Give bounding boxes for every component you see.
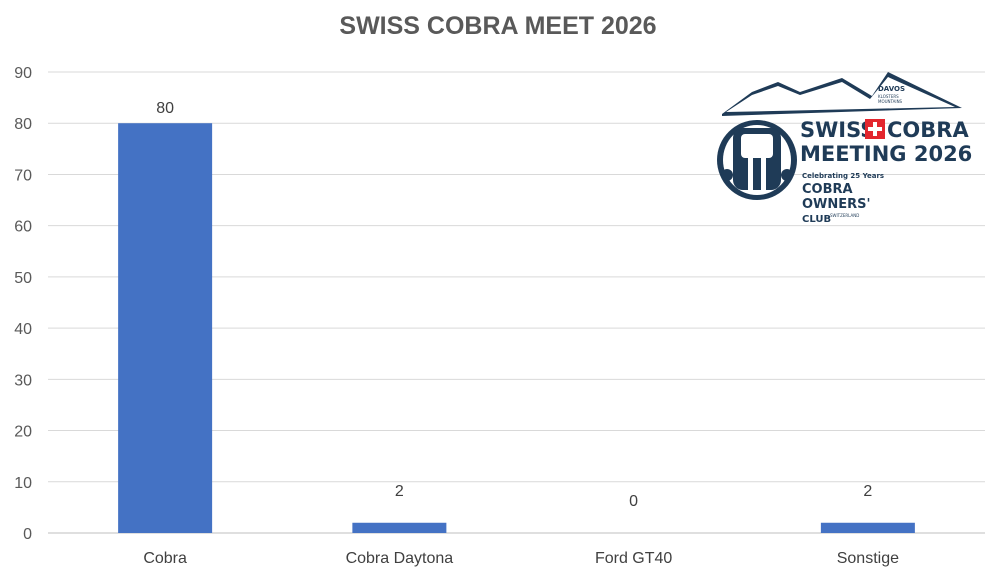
x-category-label: Cobra Daytona — [346, 550, 454, 567]
y-tick-label: 0 — [23, 526, 32, 543]
logo-club-country: SWITZERLAND — [830, 213, 859, 218]
logo-line2: MEETING 2026 — [800, 142, 972, 166]
bars — [118, 123, 915, 533]
x-category-label: Sonstige — [837, 550, 899, 567]
bar — [352, 522, 447, 533]
logo-club-line2: OWNERS' — [802, 197, 871, 212]
bar-data-label: 2 — [863, 483, 872, 500]
x-axis-categories: Cobra Cobra Daytona Ford GT40 Sonstige — [143, 550, 899, 567]
logo-mountains-inner — [726, 77, 955, 112]
y-tick-label: 50 — [14, 270, 32, 287]
y-tick-label: 20 — [14, 424, 32, 441]
y-tick-label: 40 — [14, 321, 32, 338]
y-tick-label: 30 — [14, 372, 32, 389]
chart-title: SWISS COBRA MEET 2026 — [339, 12, 657, 40]
logo-line1-right: COBRA — [887, 118, 969, 142]
y-tick-label: 80 — [14, 116, 32, 133]
logo-klosters: KLOSTERS — [878, 94, 899, 99]
swiss-cobra-logo: SWISS COBRA MEETING 2026 Celebrating 25 … — [717, 72, 972, 225]
bar-data-label: 0 — [629, 493, 638, 510]
bar — [820, 522, 915, 533]
bar-data-label: 80 — [156, 100, 174, 117]
logo-davos: DAVOS — [878, 85, 905, 93]
logo-club-line3: CLUB — [802, 214, 831, 225]
data-labels: 80 2 0 2 — [156, 100, 872, 510]
x-category-label: Ford GT40 — [595, 550, 672, 567]
y-axis-ticks: 0 10 20 30 40 50 60 70 80 90 — [14, 65, 32, 543]
logo-club-line1: COBRA — [802, 182, 853, 197]
y-tick-label: 10 — [14, 475, 32, 492]
y-tick-label: 70 — [14, 167, 32, 184]
bar — [118, 123, 213, 533]
y-tick-label: 90 — [14, 65, 32, 82]
y-tick-label: 60 — [14, 219, 32, 236]
logo-line1-left: SWISS — [800, 118, 875, 142]
logo-tagline: Celebrating 25 Years — [802, 172, 884, 180]
logo-car-icon — [717, 120, 797, 200]
x-category-label: Cobra — [143, 550, 187, 567]
logo-mountains-text: MOUNTAINS — [878, 99, 903, 104]
bar-data-label: 2 — [395, 483, 404, 500]
